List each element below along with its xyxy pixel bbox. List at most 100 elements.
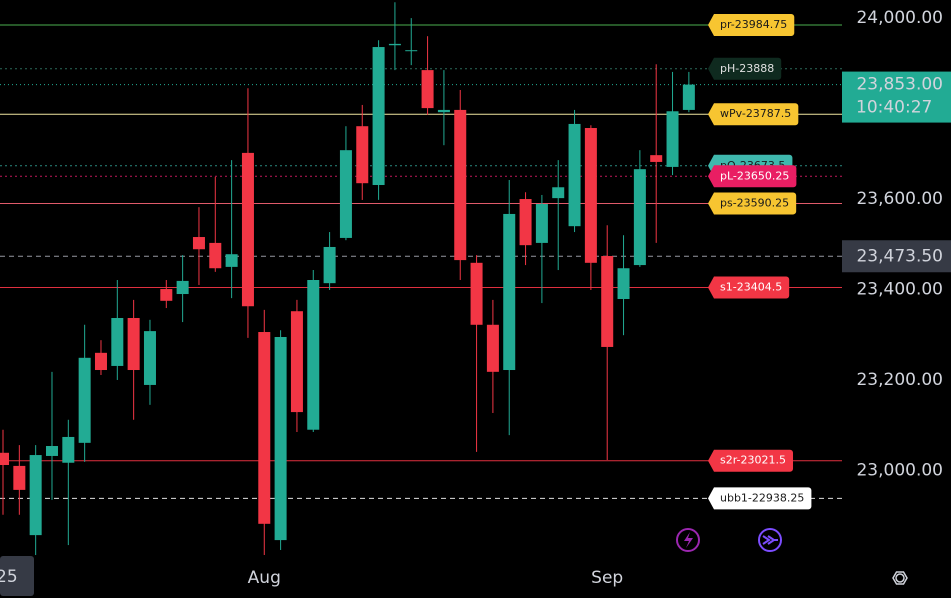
x-crosshair-box — [0, 556, 34, 596]
candle-body — [62, 436, 75, 463]
crosshair-label: 23,473.50 — [856, 246, 943, 266]
candle-body — [290, 311, 303, 413]
candle-body — [535, 204, 548, 243]
candle — [160, 280, 173, 309]
candle — [601, 225, 614, 461]
lightning-button[interactable] — [676, 528, 700, 552]
candle-body — [209, 242, 222, 269]
candle-body — [552, 187, 565, 199]
y-tick-label: 23,600.00 — [856, 189, 943, 209]
level-tag-bg — [708, 487, 812, 510]
candle — [535, 194, 548, 304]
candle-body — [601, 256, 614, 347]
level-tag: pH-23888 — [708, 57, 782, 80]
candle-body — [29, 455, 42, 536]
candle — [470, 255, 483, 452]
level-label: pL-23650.25 — [720, 169, 789, 182]
level-tag-bg — [708, 449, 794, 472]
level-tag-bg — [708, 192, 797, 215]
candle — [617, 235, 630, 336]
level-tag: ps-23590.25 — [708, 192, 797, 215]
y-tick-label: 23,000.00 — [856, 460, 943, 480]
candle — [650, 64, 663, 243]
candle-body — [470, 262, 483, 325]
candle — [0, 429, 9, 515]
candle — [437, 70, 450, 146]
candle — [13, 445, 26, 515]
candle-body — [356, 126, 369, 184]
last-price-label: 23,853.00 — [856, 75, 943, 95]
candle — [143, 319, 156, 405]
candle — [356, 104, 369, 200]
candle-body — [405, 50, 418, 52]
level-tag: pr-23984.75 — [708, 13, 795, 36]
last-price-time: 10:40:27 — [856, 98, 932, 118]
y-tick-label: 24,000.00 — [856, 8, 943, 28]
candle — [45, 371, 58, 500]
candle-body — [241, 152, 254, 307]
candle — [192, 207, 205, 285]
candle — [633, 150, 646, 267]
candle — [176, 255, 189, 323]
last-price-box — [842, 71, 951, 123]
candle — [421, 36, 434, 115]
candle — [94, 340, 107, 375]
candle-body — [339, 150, 352, 238]
candle-body — [584, 128, 597, 263]
level-label: s1-23404.5 — [720, 280, 782, 293]
settings-button[interactable] — [892, 571, 908, 585]
candle — [486, 299, 499, 413]
level-label: ps-23590.25 — [720, 196, 789, 209]
candle — [209, 176, 222, 272]
candle-body — [633, 169, 646, 266]
candle-body — [176, 280, 189, 295]
candle-body — [454, 109, 467, 261]
candle — [339, 126, 352, 241]
candle-body — [94, 352, 107, 371]
candle-body — [568, 123, 581, 227]
level-label: s2r-23021.5 — [720, 454, 786, 467]
candle — [274, 330, 287, 551]
candle — [666, 71, 679, 176]
candle — [405, 18, 418, 66]
candle-body — [143, 331, 156, 385]
candle — [225, 160, 238, 299]
candle-body — [519, 199, 532, 246]
candle-body — [0, 452, 9, 466]
candle — [258, 309, 271, 556]
candle — [454, 90, 467, 280]
candle — [29, 445, 42, 556]
candle-body — [666, 111, 679, 167]
level-tag-bg — [708, 165, 797, 188]
candle — [307, 270, 320, 432]
candle-body — [192, 237, 205, 250]
level-tag-bg — [708, 103, 799, 126]
level-tag: wPv-23787.5 — [708, 103, 799, 126]
replay-button[interactable] — [758, 528, 782, 552]
candle — [519, 192, 532, 266]
x-tick-label: Aug — [248, 568, 281, 588]
candle — [388, 2, 401, 71]
y-tick-label: 23,400.00 — [856, 279, 943, 299]
candle-body — [372, 47, 385, 186]
candle — [127, 299, 140, 420]
candle-body — [682, 84, 695, 110]
candle-body — [160, 289, 173, 301]
candle-body — [503, 213, 516, 371]
candle — [584, 125, 597, 290]
candle — [682, 71, 695, 113]
candle-body — [111, 317, 124, 366]
candle-body — [323, 246, 336, 284]
candle-body — [437, 109, 450, 113]
level-tag: s1-23404.5 — [708, 276, 790, 299]
candle-body — [258, 332, 271, 524]
candle — [323, 232, 336, 290]
candle-body — [127, 317, 140, 371]
candle-body — [307, 280, 320, 430]
candle-body — [388, 43, 401, 46]
candle-body — [650, 155, 663, 162]
candle-body — [13, 465, 26, 490]
level-label: wPv-23787.5 — [720, 107, 791, 120]
level-tag-bg — [708, 57, 782, 80]
plot-area: pr-23984.75pH-23888wPv-23787.5pO-23673.5… — [0, 2, 842, 556]
